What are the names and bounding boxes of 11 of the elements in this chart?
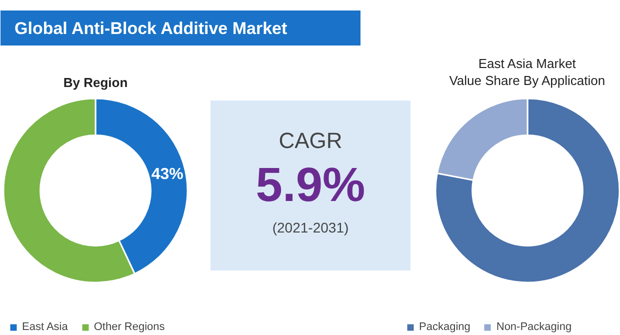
- text: (2021-2031): [272, 220, 349, 236]
- legend-label: Other Regions: [94, 321, 165, 333]
- legend-label: Packaging: [419, 321, 470, 333]
- text: CAGR: [278, 128, 342, 153]
- chart-title: Global Anti-Block Additive Market: [14, 19, 288, 38]
- chart-subtitle: By Region: [63, 75, 128, 90]
- chart-title: East Asia Market Value Share By Application: [449, 56, 606, 88]
- data-label: 43%: [151, 166, 184, 183]
- legend-label: East Asia: [22, 321, 68, 333]
- legend-label: Non-Packaging: [496, 321, 572, 333]
- text: 5.9%: [256, 159, 366, 212]
